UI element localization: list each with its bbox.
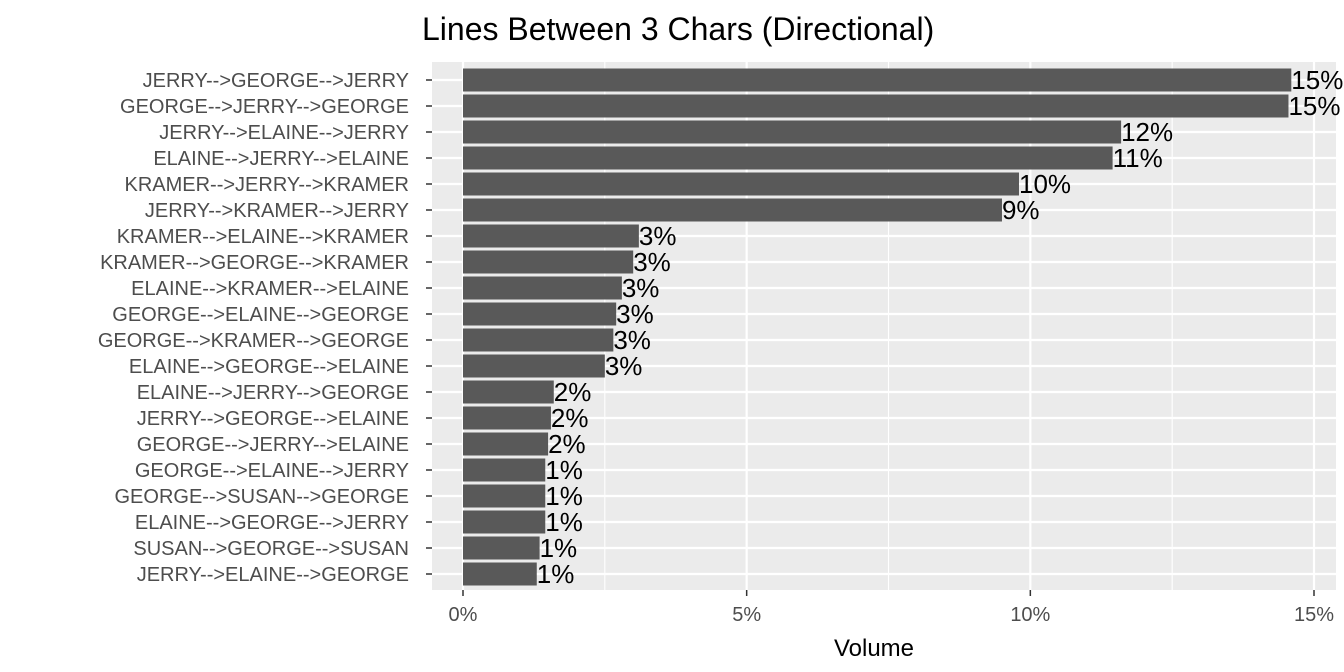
category-label: ELAINE-->JERRY-->ELAINE: [153, 148, 409, 170]
bar: [463, 302, 617, 326]
bar: [463, 198, 1002, 222]
category-label: GEORGE-->JERRY-->GEORGE: [120, 96, 409, 118]
data-label: 15%: [1291, 65, 1343, 95]
category-label: GEORGE-->ELAINE-->JERRY: [135, 460, 409, 482]
bar: [463, 94, 1289, 118]
data-label: 3%: [613, 325, 651, 355]
category-label: JERRY-->KRAMER-->JERRY: [145, 200, 409, 222]
data-label: 1%: [545, 455, 583, 485]
category-label: KRAMER-->ELAINE-->KRAMER: [117, 226, 409, 248]
bar: [463, 536, 540, 560]
data-label: 3%: [616, 299, 654, 329]
bar: [463, 328, 614, 352]
data-label: 2%: [551, 403, 589, 433]
data-label: 2%: [554, 377, 592, 407]
data-label: 9%: [1002, 195, 1040, 225]
data-label: 12%: [1121, 117, 1173, 147]
category-label: ELAINE-->GEORGE-->JERRY: [135, 512, 409, 534]
bar: [463, 146, 1113, 170]
data-label: 15%: [1288, 91, 1340, 121]
bar: [463, 432, 549, 456]
data-label: 10%: [1019, 169, 1071, 199]
category-label: GEORGE-->KRAMER-->GEORGE: [98, 330, 409, 352]
category-label: ELAINE-->GEORGE-->ELAINE: [129, 356, 409, 378]
data-labels: 15%15%12%11%10%9%3%3%3%3%3%3%2%2%2%1%1%1…: [537, 65, 1344, 589]
bar: [463, 406, 551, 430]
bar: [463, 354, 605, 378]
data-label: 1%: [545, 481, 583, 511]
x-tick-label: 15%: [1294, 604, 1334, 626]
category-label: JERRY-->ELAINE-->GEORGE: [137, 564, 409, 586]
category-axis: JERRY-->GEORGE-->JERRY GEORGE-->JERRY-->G…: [98, 70, 432, 586]
data-label: 1%: [540, 533, 578, 563]
x-axis-title: Volume: [834, 635, 914, 662]
data-label: 1%: [545, 507, 583, 537]
x-tick-label: 5%: [732, 604, 761, 626]
x-tick-label: 0%: [449, 604, 478, 626]
category-label: JERRY-->GEORGE-->JERRY: [143, 70, 409, 92]
data-label: 3%: [605, 351, 643, 381]
category-label: SUSAN-->GEORGE-->SUSAN: [133, 538, 409, 560]
data-label: 3%: [622, 273, 660, 303]
chart-title: Lines Between 3 Chars (Directional): [422, 11, 934, 47]
category-label: GEORGE-->JERRY-->ELAINE: [137, 434, 409, 456]
category-label: GEORGE-->SUSAN-->GEORGE: [115, 486, 410, 508]
data-label: 11%: [1113, 143, 1163, 173]
data-label: 1%: [537, 559, 575, 589]
category-label: KRAMER-->GEORGE-->KRAMER: [100, 252, 409, 274]
category-label: KRAMER-->JERRY-->KRAMER: [124, 174, 409, 196]
bar: [463, 68, 1292, 92]
bar: [463, 172, 1019, 196]
category-label: GEORGE-->ELAINE-->GEORGE: [112, 304, 409, 326]
bar: [463, 562, 537, 586]
category-label: ELAINE-->JERRY-->GEORGE: [137, 382, 409, 404]
bar: [463, 224, 639, 248]
data-label: 2%: [548, 429, 586, 459]
data-label: 3%: [633, 247, 671, 277]
category-label: JERRY-->GEORGE-->ELAINE: [137, 408, 409, 430]
bars: [463, 68, 1292, 586]
bar: [463, 276, 622, 300]
bar: [463, 120, 1122, 144]
value-axis: 0% 5% 10% 15%: [449, 590, 1334, 626]
data-label: 3%: [639, 221, 677, 251]
bar: [463, 380, 554, 404]
bar: [463, 484, 546, 508]
bar: [463, 250, 634, 274]
category-label: ELAINE-->KRAMER-->ELAINE: [131, 278, 409, 300]
category-label: JERRY-->ELAINE-->JERRY: [159, 122, 409, 144]
bar: [463, 458, 546, 482]
bar: [463, 510, 546, 534]
x-tick-label: 10%: [1010, 604, 1050, 626]
